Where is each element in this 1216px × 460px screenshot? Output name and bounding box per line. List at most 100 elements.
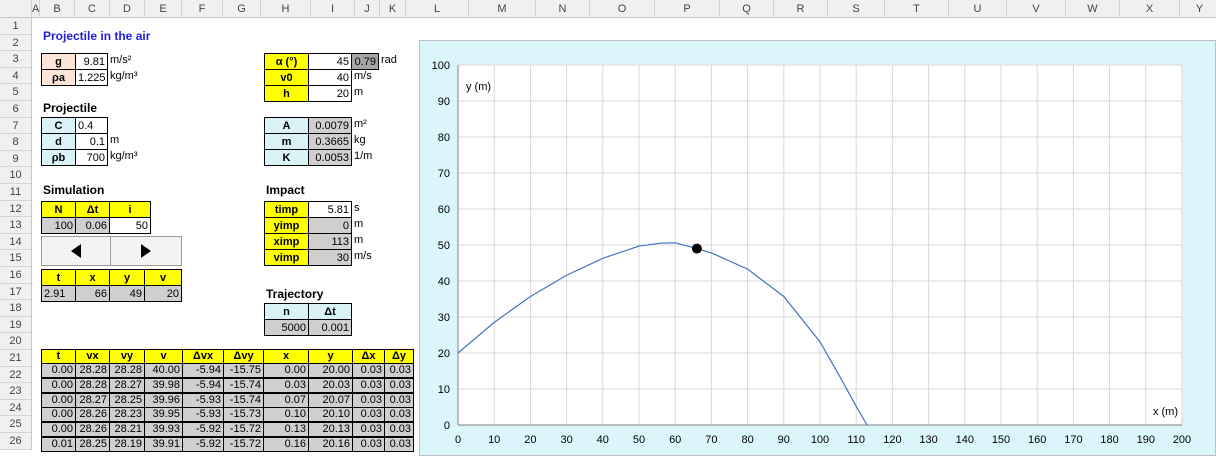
table-cell: 0.03	[352, 437, 385, 452]
row-header-23[interactable]: 23	[0, 383, 32, 400]
column-header-o[interactable]: O	[590, 0, 655, 18]
v0-value[interactable]: 40	[308, 69, 352, 86]
column-header-c[interactable]: C	[75, 0, 110, 18]
row-header-14[interactable]: 14	[0, 233, 32, 251]
row-header-20[interactable]: 20	[0, 333, 32, 350]
t-imp-value: 5.81	[308, 201, 352, 218]
column-header-e[interactable]: E	[145, 0, 182, 18]
alpha-unit: rad	[381, 54, 397, 66]
column-header-x[interactable]: X	[1120, 0, 1180, 18]
column-header-j[interactable]: J	[355, 0, 380, 18]
rho-b-value[interactable]: 700	[75, 149, 108, 166]
table-cell: -5.94	[182, 377, 224, 393]
rho-a-value[interactable]: 1.225	[75, 69, 108, 86]
row-header-15[interactable]: 15	[0, 250, 32, 267]
v0-label: v0	[264, 69, 309, 86]
column-header-v[interactable]: V	[1007, 0, 1066, 18]
table-header-6: x	[263, 349, 309, 364]
g-value[interactable]: 9.81	[75, 53, 108, 70]
x-tick-label: 130	[919, 434, 937, 446]
row-header-17[interactable]: 17	[0, 283, 32, 301]
simulation-heading: Simulation	[43, 183, 105, 197]
sim-n-value[interactable]: 100	[41, 217, 76, 234]
column-header-u[interactable]: U	[949, 0, 1007, 18]
t-imp-unit: s	[354, 202, 360, 214]
column-header-p[interactable]: P	[655, 0, 720, 18]
column-header-l[interactable]: L	[406, 0, 469, 18]
row-header-7[interactable]: 7	[0, 117, 32, 135]
column-header-h[interactable]: H	[261, 0, 311, 18]
row-header-21[interactable]: 21	[0, 350, 32, 367]
step-back-button[interactable]	[41, 236, 111, 266]
chart-area[interactable]: 0 10 20 30 40 50 60 70 80 90 100 110 120 130 140 150 160…	[419, 40, 1216, 456]
d-value[interactable]: 0.1	[75, 133, 108, 150]
sim-i-value[interactable]: 50	[109, 217, 151, 234]
row-header-16[interactable]: 16	[0, 267, 32, 284]
triangle-right-icon	[141, 244, 151, 258]
c-value[interactable]: 0.4	[75, 117, 108, 134]
column-header-t[interactable]: T	[885, 0, 949, 18]
row-header-6[interactable]: 6	[0, 101, 32, 118]
table-cell: 28.28	[75, 377, 110, 393]
h-unit: m	[354, 86, 364, 98]
column-header-q[interactable]: Q	[720, 0, 774, 18]
sheet-title: Projectile in the air	[43, 29, 151, 43]
table-cell: 28.21	[109, 422, 145, 438]
column-header-f[interactable]: F	[182, 0, 223, 18]
column-header-m[interactable]: M	[469, 0, 536, 18]
table-cell: -15.72	[223, 437, 264, 452]
rho-a-label: ρa	[41, 69, 76, 86]
select-all-corner[interactable]	[0, 0, 32, 18]
row-header-5[interactable]: 5	[0, 84, 32, 101]
column-header-b[interactable]: B	[40, 0, 75, 18]
row-header-19[interactable]: 19	[0, 316, 32, 334]
row-header-13[interactable]: 13	[0, 217, 32, 234]
row-header-22[interactable]: 22	[0, 366, 32, 384]
row-header-25[interactable]: 25	[0, 416, 32, 433]
column-header-i[interactable]: I	[311, 0, 355, 18]
row-header-8[interactable]: 8	[0, 134, 32, 151]
table-cell: 0.16	[263, 437, 309, 452]
row-header-24[interactable]: 24	[0, 399, 32, 417]
row-header-3[interactable]: 3	[0, 51, 32, 68]
row-header-18[interactable]: 18	[0, 300, 32, 317]
traj-n-value[interactable]: 5000	[264, 319, 309, 336]
y-tick-label: 20	[438, 348, 450, 360]
y-tick-label: 70	[438, 168, 450, 180]
row-header-26[interactable]: 26	[0, 433, 32, 450]
table-cell: 39.93	[144, 422, 183, 438]
row-header-2[interactable]: 2	[0, 34, 32, 52]
column-header-r[interactable]: R	[774, 0, 828, 18]
traj-dt-value[interactable]: 0.001	[308, 319, 352, 336]
column-header-s[interactable]: S	[828, 0, 885, 18]
column-header-a[interactable]: A	[32, 0, 40, 18]
c-label: C	[41, 117, 76, 134]
mass-unit: kg	[354, 134, 366, 146]
h-value[interactable]: 20	[308, 85, 352, 102]
table-cell: 0.03	[352, 407, 385, 423]
y-tick-label: 30	[438, 312, 450, 324]
x-tick-label: 60	[669, 434, 681, 446]
row-header-10[interactable]: 10	[0, 167, 32, 184]
row-header-4[interactable]: 4	[0, 67, 32, 85]
column-header-g[interactable]: G	[223, 0, 261, 18]
table-cell: 0.03	[384, 377, 414, 393]
sim-dt-value[interactable]: 0.06	[75, 217, 110, 234]
column-header-k[interactable]: K	[380, 0, 406, 18]
step-forward-button[interactable]	[110, 236, 182, 266]
row-header-9[interactable]: 9	[0, 150, 32, 168]
column-header-d[interactable]: D	[110, 0, 145, 18]
x-tick-label: 180	[1100, 434, 1118, 446]
row-header-1[interactable]: 1	[0, 18, 32, 35]
row-header-11[interactable]: 11	[0, 184, 32, 201]
alpha-value[interactable]: 45	[308, 53, 352, 70]
column-header-y[interactable]: Y	[1180, 0, 1216, 18]
table-cell: -5.92	[182, 422, 224, 438]
alpha-rad: 0.79	[351, 53, 379, 70]
x-tick-label: 0	[455, 434, 461, 446]
row-header-12[interactable]: 12	[0, 200, 32, 218]
alpha-label: α (°)	[264, 53, 309, 70]
column-header-w[interactable]: W	[1066, 0, 1120, 18]
column-header-n[interactable]: N	[536, 0, 590, 18]
x-tick-label: 170	[1064, 434, 1082, 446]
